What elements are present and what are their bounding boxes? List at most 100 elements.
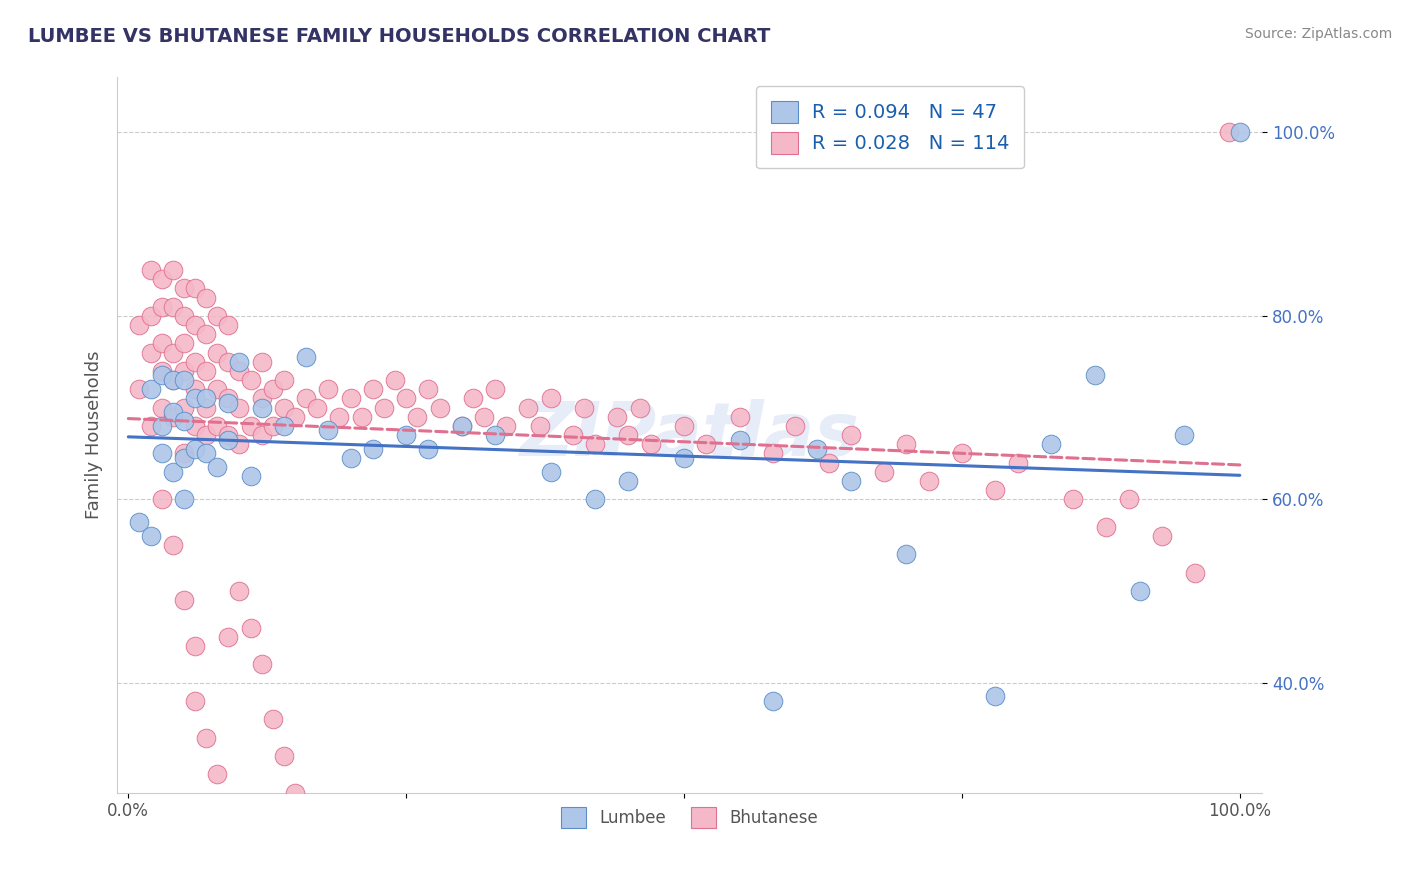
Point xyxy=(228,354,250,368)
Point xyxy=(406,409,429,424)
Point xyxy=(617,474,640,488)
Point xyxy=(429,401,451,415)
Point xyxy=(561,428,583,442)
Point xyxy=(361,442,384,456)
Point xyxy=(162,465,184,479)
Point xyxy=(128,515,150,529)
Point xyxy=(162,373,184,387)
Point xyxy=(262,382,284,396)
Point xyxy=(205,382,228,396)
Point xyxy=(628,401,651,415)
Point xyxy=(307,401,329,415)
Point xyxy=(162,538,184,552)
Point xyxy=(217,433,239,447)
Point xyxy=(195,446,218,460)
Point xyxy=(273,373,295,387)
Point xyxy=(128,382,150,396)
Point xyxy=(339,450,361,465)
Point xyxy=(284,786,307,800)
Point xyxy=(373,401,395,415)
Point xyxy=(583,492,606,507)
Point xyxy=(250,428,273,442)
Point xyxy=(262,418,284,433)
Point xyxy=(150,418,173,433)
Point xyxy=(173,281,195,295)
Point xyxy=(173,309,195,323)
Point xyxy=(195,401,218,415)
Point xyxy=(184,281,207,295)
Point xyxy=(273,418,295,433)
Point xyxy=(195,327,218,342)
Point xyxy=(450,418,472,433)
Point xyxy=(173,401,195,415)
Point xyxy=(162,405,184,419)
Point xyxy=(262,712,284,726)
Point xyxy=(184,354,207,368)
Point xyxy=(728,433,751,447)
Point xyxy=(250,657,273,672)
Point xyxy=(150,446,173,460)
Point xyxy=(1218,125,1240,139)
Point xyxy=(673,418,696,433)
Point xyxy=(239,621,262,635)
Point xyxy=(1173,428,1195,442)
Point xyxy=(139,529,162,543)
Legend: Lumbee, Bhutanese: Lumbee, Bhutanese xyxy=(554,801,825,834)
Point xyxy=(950,446,973,460)
Point xyxy=(195,392,218,406)
Point xyxy=(318,382,340,396)
Point xyxy=(162,300,184,314)
Point xyxy=(1062,492,1084,507)
Point xyxy=(873,465,896,479)
Point xyxy=(896,547,918,561)
Point xyxy=(150,368,173,383)
Point xyxy=(150,300,173,314)
Point xyxy=(184,418,207,433)
Point xyxy=(295,392,318,406)
Point xyxy=(205,418,228,433)
Point xyxy=(173,364,195,378)
Point xyxy=(239,469,262,483)
Point xyxy=(295,350,318,364)
Point xyxy=(806,442,828,456)
Point xyxy=(217,318,239,332)
Point xyxy=(217,428,239,442)
Point xyxy=(184,392,207,406)
Point xyxy=(205,460,228,475)
Point xyxy=(150,364,173,378)
Text: Source: ZipAtlas.com: Source: ZipAtlas.com xyxy=(1244,27,1392,41)
Point xyxy=(228,437,250,451)
Point xyxy=(228,364,250,378)
Point xyxy=(517,401,540,415)
Point xyxy=(695,437,717,451)
Text: ZIPatlas: ZIPatlas xyxy=(520,399,859,472)
Point xyxy=(817,456,839,470)
Point xyxy=(184,318,207,332)
Point xyxy=(284,409,307,424)
Point xyxy=(762,446,785,460)
Point xyxy=(184,694,207,708)
Point xyxy=(640,437,662,451)
Point xyxy=(162,263,184,277)
Point xyxy=(472,409,495,424)
Point xyxy=(173,414,195,428)
Point xyxy=(173,373,195,387)
Point xyxy=(139,345,162,359)
Point xyxy=(205,309,228,323)
Point xyxy=(228,401,250,415)
Point xyxy=(484,382,506,396)
Point xyxy=(162,345,184,359)
Point xyxy=(162,409,184,424)
Point xyxy=(583,437,606,451)
Point xyxy=(184,382,207,396)
Point xyxy=(195,364,218,378)
Point xyxy=(361,382,384,396)
Point xyxy=(1095,520,1118,534)
Point xyxy=(673,450,696,465)
Point xyxy=(572,401,595,415)
Point xyxy=(217,354,239,368)
Point xyxy=(139,418,162,433)
Point xyxy=(173,593,195,607)
Point xyxy=(139,382,162,396)
Point xyxy=(250,354,273,368)
